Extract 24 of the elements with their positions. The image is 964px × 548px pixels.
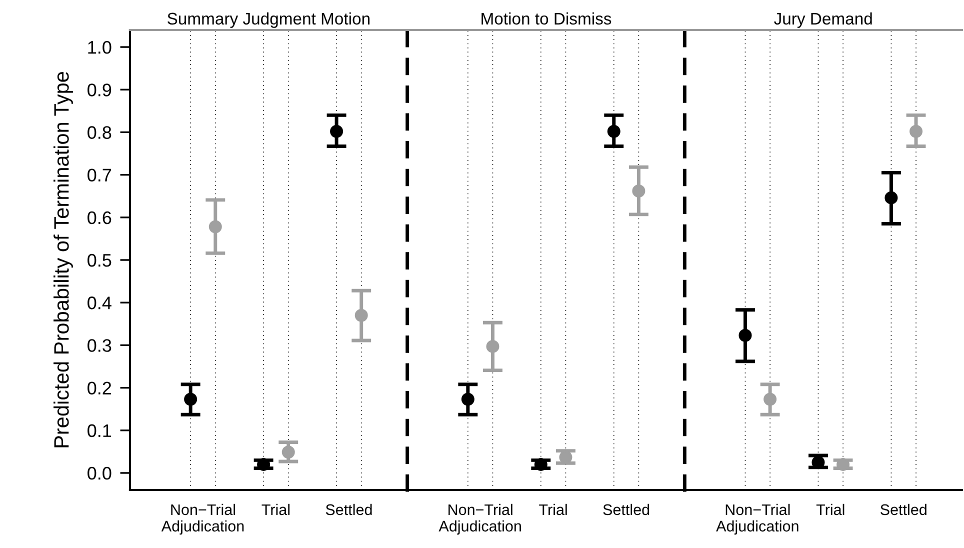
y-tick-label: 0.4	[88, 296, 112, 310]
y-tick-label: 0.9	[88, 84, 112, 96]
y-tick-label: 0.1	[88, 424, 112, 438]
y-tick-label: 0.6	[88, 211, 112, 224]
x-tick-label: Settled	[326, 504, 372, 516]
x-tick-label: Settled	[603, 504, 650, 516]
x-tick-label: Non−Trial Adjudication	[716, 504, 798, 535]
y-tick-label: 0.2	[88, 382, 112, 394]
x-tick-label: Trial	[539, 504, 567, 516]
y-tick-label: 0.7	[88, 168, 112, 182]
x-tick-label: Non−Trial Adjudication	[161, 504, 244, 535]
y-tick-label: 0.0	[88, 466, 112, 480]
chart-title: Summary Judgment Motion	[168, 12, 370, 28]
y-tick-label: 0.8	[88, 126, 112, 139]
x-tick-label: Non−Trial Adjudication	[438, 504, 521, 535]
chart-title: Motion to Dismiss	[482, 12, 612, 25]
x-tick-label: Trial	[816, 504, 844, 516]
x-tick-label: Settled	[880, 504, 926, 516]
y-axis-title: Predicted Probability of Termination Type	[54, 72, 73, 448]
x-tick-label: Trial	[262, 504, 290, 516]
y-tick-label: 1.0	[88, 40, 112, 54]
chart-title: Jury Demand	[774, 12, 872, 28]
y-tick-label: 0.5	[88, 254, 112, 267]
y-tick-label: 0.3	[88, 339, 112, 352]
